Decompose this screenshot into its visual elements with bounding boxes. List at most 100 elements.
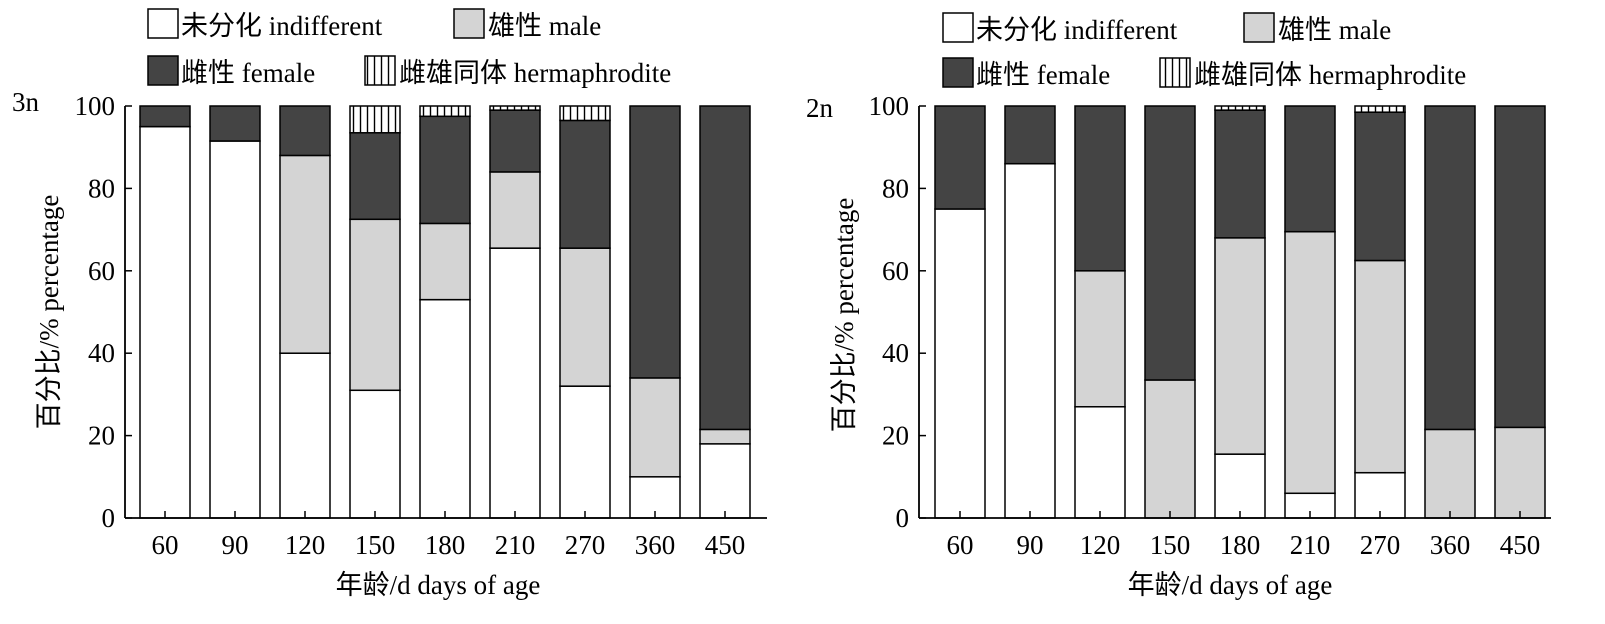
x-tick-label: 120 (285, 530, 326, 560)
bar-segment-indifferent-60 (139, 125, 191, 519)
bar-segment-hermaphrodite-270 (1354, 105, 1406, 113)
y-tick-label: 20 (882, 421, 909, 451)
bar-segment-female-120 (279, 105, 331, 157)
bar-segment-indifferent-270 (1354, 471, 1406, 519)
bar-segment-indifferent-210 (489, 247, 541, 519)
bar-segment-indifferent-60 (934, 208, 986, 519)
panel-label-3n: 3n (12, 87, 40, 117)
y-tick-label: 60 (882, 256, 909, 286)
bar-segment-male-360 (1424, 428, 1476, 519)
bar-segment-male-150 (1144, 379, 1196, 519)
y-tick-label: 40 (88, 338, 115, 368)
bar-segment-female-90 (1004, 105, 1056, 165)
x-tick-label: 270 (565, 530, 606, 560)
legend-swatch-hermaphrodite (364, 55, 396, 86)
bar-segment-male-120 (1074, 270, 1126, 408)
bar-segment-indifferent-450 (699, 443, 751, 519)
bar-segment-hermaphrodite-180 (1214, 105, 1266, 111)
x-tick-label: 450 (1500, 530, 1541, 560)
legend-label-male: 雄性 male (488, 11, 601, 41)
bar-segment-female-450 (699, 105, 751, 431)
x-tick-label: 180 (1220, 530, 1261, 560)
bar-segment-female-120 (1074, 105, 1126, 272)
bar-segment-male-180 (419, 222, 471, 301)
legend-label-indifferent: 未分化 indifferent (181, 11, 383, 41)
x-tick-label: 150 (1150, 530, 1191, 560)
legend-swatch-hermaphrodite (1159, 57, 1191, 88)
bar-segment-female-210 (489, 109, 541, 173)
plot-area-2n: 60 90 120 150 180 210 270 360 450 0 20 40 60 80 100 (869, 91, 1551, 560)
bar-segment-hermaphrodite-270 (559, 105, 611, 122)
bar-segment-male-210 (489, 171, 541, 249)
bar-segment-male-270 (1354, 259, 1406, 474)
legend-swatch-female (942, 57, 974, 88)
bar-segment-indifferent-120 (1074, 406, 1126, 519)
bar-segment-female-360 (629, 105, 681, 379)
x-tick-label: 360 (635, 530, 676, 560)
panel-label-2n: 2n (806, 93, 834, 123)
x-tick-label: 120 (1080, 530, 1121, 560)
bar-segment-female-150 (1144, 105, 1196, 381)
bar-segment-male-120 (279, 154, 331, 354)
bar-segment-indifferent-270 (559, 385, 611, 519)
x-tick-label: 360 (1430, 530, 1471, 560)
bar-segment-male-450 (699, 428, 751, 445)
bar-segment-female-90 (209, 105, 261, 142)
legend-label-indifferent: 未分化 indifferent (976, 15, 1178, 45)
bar-segment-male-360 (629, 377, 681, 478)
x-tick-label: 210 (495, 530, 536, 560)
y-tick-label: 0 (896, 503, 910, 533)
y-tick-label: 80 (88, 173, 115, 203)
legend-swatch-indifferent (147, 8, 179, 39)
y-tick-label: 40 (882, 338, 909, 368)
bar-segment-indifferent-120 (279, 352, 331, 519)
bar-segment-indifferent-90 (1004, 162, 1056, 519)
x-axis-label-3n: 年龄/d days of age (336, 570, 541, 600)
bar-segment-indifferent-90 (209, 140, 261, 519)
legend-2n: 未分化 indifferent 雄性 male 雌性 female 雌雄同体 h… (942, 12, 1466, 90)
bar-segment-indifferent-180 (419, 298, 471, 519)
bar-segment-female-180 (419, 115, 471, 225)
bar-segment-female-60 (934, 105, 986, 210)
x-tick-label: 450 (705, 530, 746, 560)
legend-3n: 未分化 indifferent 雄性 male 雌性 female 雌雄同体 h… (147, 8, 671, 88)
legend-label-hermaphrodite: 雌雄同体 hermaphrodite (1194, 60, 1466, 90)
chart-panel-2n: 未分化 indifferent 雄性 male 雌性 female 雌雄同体 h… (806, 12, 1551, 600)
x-tick-label: 210 (1290, 530, 1331, 560)
bar-segment-female-270 (1354, 111, 1406, 262)
bar-segment-female-60 (139, 105, 191, 128)
bar-segment-hermaphrodite-150 (349, 105, 401, 134)
legend-label-hermaphrodite: 雌雄同体 hermaphrodite (399, 58, 671, 88)
bar-segment-male-180 (1214, 237, 1266, 455)
legend-swatch-male (1243, 12, 1275, 43)
y-tick-label: 0 (102, 503, 116, 533)
legend-swatch-male (453, 8, 485, 39)
legend-label-female: 雌性 female (181, 58, 315, 88)
y-tick-label: 20 (88, 421, 115, 451)
x-tick-label: 90 (222, 530, 249, 560)
y-tick-label: 80 (882, 173, 909, 203)
legend-label-female: 雌性 female (976, 60, 1110, 90)
bar-segment-indifferent-150 (349, 389, 401, 519)
y-tick-label: 100 (869, 91, 910, 121)
chart-panel-3n: 未分化 indifferent 雄性 male 雌性 female 雌雄同体 h… (12, 8, 767, 600)
bar-segment-male-450 (1494, 426, 1546, 519)
bar-segment-female-450 (1494, 105, 1546, 429)
x-tick-label: 60 (947, 530, 974, 560)
bar-segment-hermaphrodite-180 (419, 105, 471, 118)
x-tick-label: 270 (1360, 530, 1401, 560)
y-tick-label: 60 (88, 256, 115, 286)
bar-segment-female-150 (349, 132, 401, 221)
y-tick-label: 100 (75, 91, 116, 121)
bar-segment-female-210 (1284, 105, 1336, 233)
x-tick-label: 150 (355, 530, 396, 560)
bar-segment-female-360 (1424, 105, 1476, 431)
bar-segment-hermaphrodite-210 (489, 105, 541, 111)
bar-segment-female-270 (559, 119, 611, 249)
bar-segment-male-150 (349, 218, 401, 392)
legend-swatch-indifferent (942, 12, 974, 43)
legend-label-male: 雄性 male (1278, 15, 1391, 45)
bar-segment-male-270 (559, 247, 611, 387)
legend-swatch-female (147, 55, 179, 86)
